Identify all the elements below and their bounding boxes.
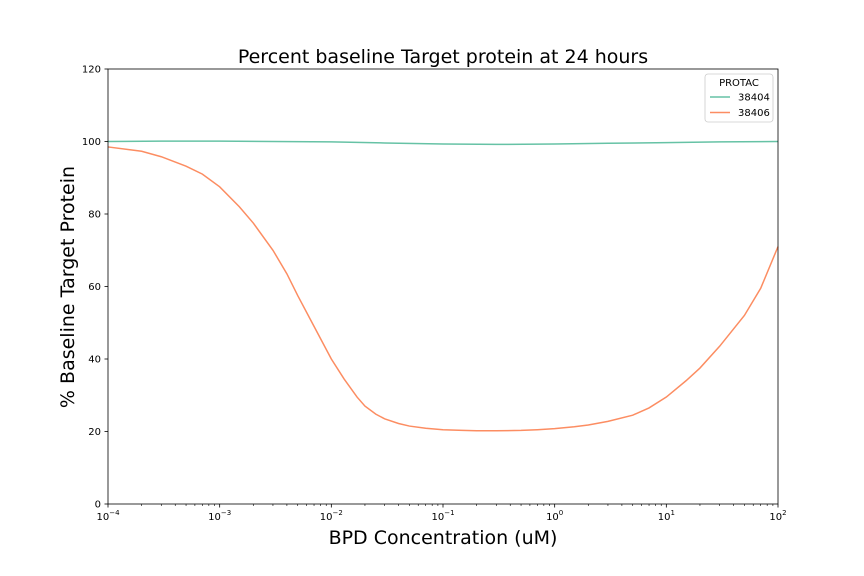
y-tick-label: 60	[88, 282, 101, 293]
series-line-38406	[107, 146, 779, 432]
series-line-38404	[107, 140, 779, 146]
legend-title: PROTAC	[719, 78, 759, 89]
y-tick-label: 20	[88, 427, 101, 438]
x-tick-label: 102	[769, 509, 786, 523]
legend-label-38404: 38404	[738, 93, 770, 104]
legend: PROTAC 38404 38406	[704, 73, 774, 123]
x-tick-label: 10−4	[96, 509, 120, 523]
x-axis-title: BPD Concentration (uM)	[329, 527, 558, 549]
x-tick-label: 10−3	[208, 509, 231, 523]
x-tick-label: 100	[546, 509, 563, 523]
legend-label-38406: 38406	[738, 108, 770, 119]
plot-area	[107, 68, 779, 505]
y-axis: 0 20 40 60 80 100 120	[82, 65, 108, 511]
y-tick-label: 40	[88, 355, 101, 366]
x-tick-label: 10−2	[320, 509, 343, 523]
y-tick-label: 80	[88, 210, 101, 221]
y-tick-label: 0	[95, 500, 101, 511]
x-axis: 10−4 10−3 10−2 10−1 100 101 102	[96, 504, 787, 523]
y-tick-label: 100	[82, 137, 101, 148]
legend-box	[704, 73, 774, 123]
chart-title: Percent baseline Target protein at 24 ho…	[238, 46, 648, 68]
y-axis-title: % Baseline Target Protein	[57, 166, 79, 408]
x-tick-label: 10−1	[431, 509, 454, 523]
plot-frame	[107, 68, 779, 505]
y-tick-label: 120	[82, 65, 101, 76]
x-tick-label: 101	[658, 509, 675, 523]
